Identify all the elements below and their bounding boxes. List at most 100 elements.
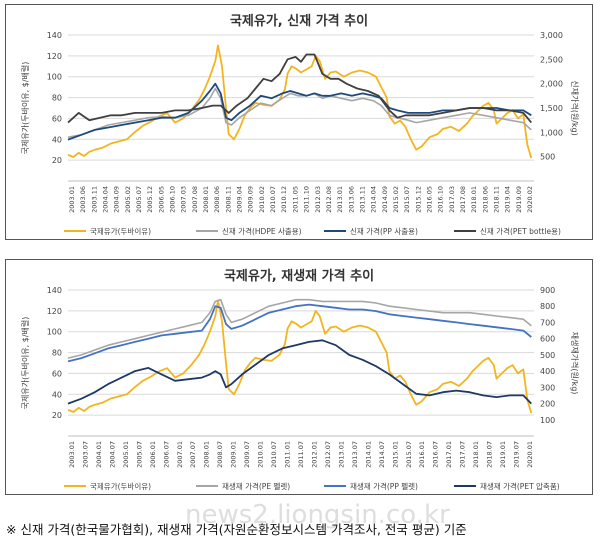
series-line-2: [67, 303, 532, 363]
y-tick-label: 100: [47, 73, 62, 82]
series-line-0: [67, 299, 533, 414]
x-tick-label: 2018.06: [481, 186, 489, 213]
x-tick-label: 2009.04: [236, 186, 244, 213]
series-line-3: [67, 339, 532, 405]
x-tick-label: 2005.01: [122, 441, 130, 468]
y2-tick-label: 500: [540, 351, 555, 360]
x-tick-label: 2013.11: [358, 186, 366, 213]
x-tick-label: 2013.06: [347, 186, 355, 213]
chart-virgin-price: 국제유가, 신재 가격 추이 20 40 60 80 100 120 140 500 1,000 1…: [20, 13, 580, 236]
y2-tick-label: 600: [540, 335, 555, 344]
x-tick-label: 2004.09: [113, 186, 121, 213]
series-line-0: [67, 44, 533, 159]
x-tick-label: 2009.09: [247, 186, 255, 213]
x-tick-label: 2004.07: [108, 441, 116, 468]
x-tick-label: 2008.07: [216, 441, 224, 468]
x-tick-label: 2015.07: [405, 441, 413, 468]
x-tick-label: 2004.01: [95, 441, 103, 468]
x-tick-label: 2015.01: [391, 441, 399, 468]
chart-recycled-price: 국제유가, 재생재 가격 추이 20 40 60 80 100 120 140 100 200 30…: [20, 268, 580, 491]
x-tick-label: 2018.07: [486, 441, 494, 468]
y2-axis-label: 재생재가격(원/kg): [570, 332, 580, 395]
y2-tick-label: 2,000: [540, 80, 563, 89]
x-tick-label: 2006.07: [162, 441, 170, 468]
chart-panel-virgin: 국제유가, 신재 가격 추이 20 40 60 80 100 120 140 500 1,000 1…: [5, 4, 593, 240]
x-tick-label: 2019.09: [515, 186, 523, 213]
y-axis-label: 국제유가(두바이유, $/배럴): [20, 62, 30, 155]
x-tick-label: 2006.01: [149, 441, 157, 468]
y-tick-label: 20: [52, 156, 62, 165]
y2-tick-label: 3,000: [540, 31, 563, 40]
y-tick-label: 100: [47, 328, 62, 337]
x-tick-label: 2005.02: [124, 186, 132, 213]
x-tick-label: 2016.01: [418, 441, 426, 468]
x-tick-label: 2020.01: [526, 441, 534, 468]
y-axis-label: 국제유가(두바이유, $/배럴): [20, 317, 30, 410]
x-tick-label: 2017.08: [459, 186, 467, 213]
y-tick-label: 80: [52, 94, 62, 103]
chart-title: 국제유가, 신재 가격 추이: [230, 13, 368, 29]
x-tick-label: 2003.01: [68, 186, 76, 213]
x-tick-label: 2008.11: [224, 186, 232, 213]
footnote: ※ 신재 가격(한국물가협회), 재생재 가격(자원순환정보시스템 가격조사, …: [6, 522, 467, 537]
x-tick-label: 2015.12: [414, 186, 422, 213]
x-tick-label: 2006.10: [169, 186, 177, 213]
y2-tick-label: 300: [540, 383, 555, 392]
y-tick-label: 120: [47, 52, 62, 61]
x-tick-label: 2003.06: [79, 186, 87, 213]
y-tick-label: 120: [47, 307, 62, 316]
legend-label: 신재 가격(HDPE 사출용): [222, 226, 302, 236]
y2-tick-label: 400: [540, 367, 555, 376]
x-tick-label: 2012.07: [324, 441, 332, 468]
x-tick-label: 2005.07: [135, 186, 143, 213]
x-tick-label: 2015.07: [403, 186, 411, 213]
x-tick-label: 2020.02: [526, 186, 534, 213]
x-tick-label: 2007.08: [191, 186, 199, 213]
series-line-3: [67, 53, 532, 124]
x-tick-label: 2004.04: [102, 186, 110, 213]
x-tick-label: 2010.01: [257, 441, 265, 468]
y2-tick-label: 1,500: [540, 104, 563, 113]
x-tick-label: 2007.01: [176, 441, 184, 468]
x-tick-label: 2014.04: [370, 186, 378, 213]
x-tick-label: 2006.05: [157, 186, 165, 213]
legend-label: 국제유가(두바이유): [90, 226, 151, 236]
x-tick-label: 2016.10: [437, 186, 445, 213]
x-tick-label: 2008.06: [213, 186, 221, 213]
legend-label: 국제유가(두바이유): [90, 481, 151, 491]
x-tick-label: 2003.07: [81, 441, 89, 468]
y-tick-label: 40: [52, 135, 62, 144]
y2-tick-label: 700: [540, 318, 555, 327]
y-tick-label: 140: [47, 286, 62, 295]
x-tick-label: 2003.01: [68, 441, 76, 468]
series-line-1: [67, 298, 532, 359]
x-tick-label: 2018.11: [492, 186, 500, 213]
y2-axis-label: 신재가격(원/kg): [570, 80, 580, 135]
x-tick-label: 2005.07: [135, 441, 143, 468]
x-tick-label: 2017.01: [445, 441, 453, 468]
y2-tick-label: 1,000: [540, 128, 563, 137]
y-tick-label: 20: [52, 411, 62, 420]
y-tick-label: 80: [52, 349, 62, 358]
x-tick-label: 2003.11: [90, 186, 98, 213]
x-tick-label: 2012.03: [314, 186, 322, 213]
y2-tick-label: 2,500: [540, 55, 563, 64]
x-tick-label: 2010.02: [258, 186, 266, 213]
x-tick-label: 2005.12: [146, 186, 154, 213]
x-tick-label: 2009.01: [230, 441, 238, 468]
x-tick-label: 2011.01: [284, 441, 292, 468]
x-tick-label: 2007.07: [189, 441, 197, 468]
chart-title: 국제유가, 재생재 가격 추이: [224, 268, 374, 284]
y2-tick-label: 900: [540, 286, 555, 295]
y-tick-label: 60: [52, 114, 62, 123]
y2-tick-label: 500: [540, 153, 555, 162]
legend-label: 재생재 가격(PP 펠렛): [350, 481, 418, 491]
x-tick-label: 2011.05: [291, 186, 299, 213]
series-line-2: [67, 82, 532, 141]
legend-label: 신재 가격(PET bottle용): [480, 226, 561, 236]
x-tick-label: 2008.01: [203, 441, 211, 468]
y-tick-label: 60: [52, 369, 62, 378]
x-tick-label: 2019.04: [504, 186, 512, 213]
x-tick-label: 2012.01: [310, 441, 318, 468]
x-tick-label: 2013.07: [351, 441, 359, 468]
